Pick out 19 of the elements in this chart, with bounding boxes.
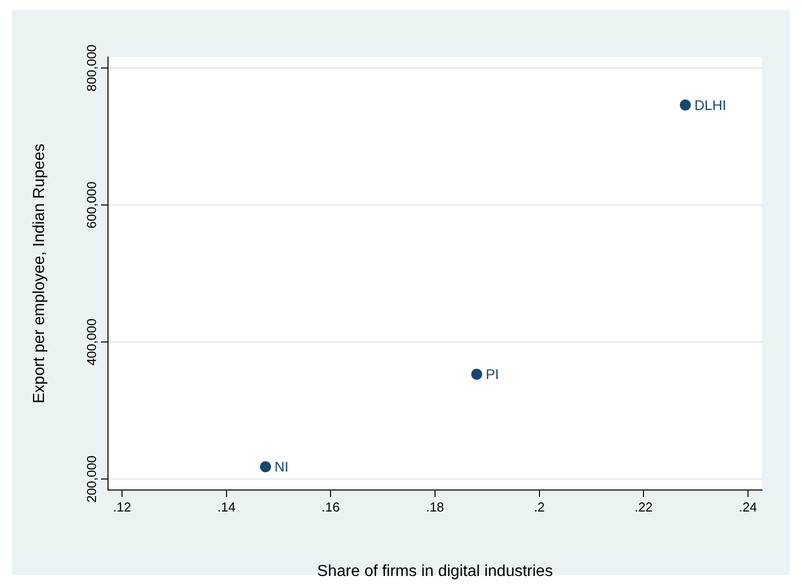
annotation: NI	[274, 458, 288, 475]
y-axis-title: Export per employee, Indian Rupees	[31, 144, 48, 404]
x-tick-label: .24	[738, 499, 757, 514]
x-tick-label: .16	[322, 499, 340, 514]
y-tick-label: 600,000	[84, 181, 100, 228]
x-tick-label: .2	[534, 499, 545, 514]
annotation: DLHI	[694, 96, 726, 113]
x-tick-label: .22	[634, 499, 653, 514]
x-axis-title: Share of firms in digital industries	[317, 562, 553, 580]
y-tick-label: 200,000	[84, 456, 100, 503]
point	[680, 99, 691, 110]
x-tick-label: .12	[113, 499, 132, 514]
x-tick-label: .14	[217, 499, 236, 514]
x-tick-label: .18	[426, 499, 444, 514]
y-tick-label: 400,000	[84, 318, 100, 366]
point	[471, 368, 482, 380]
point	[260, 461, 272, 472]
annotation: PI	[486, 366, 499, 382]
y-tick-label: 800,000	[84, 44, 100, 92]
